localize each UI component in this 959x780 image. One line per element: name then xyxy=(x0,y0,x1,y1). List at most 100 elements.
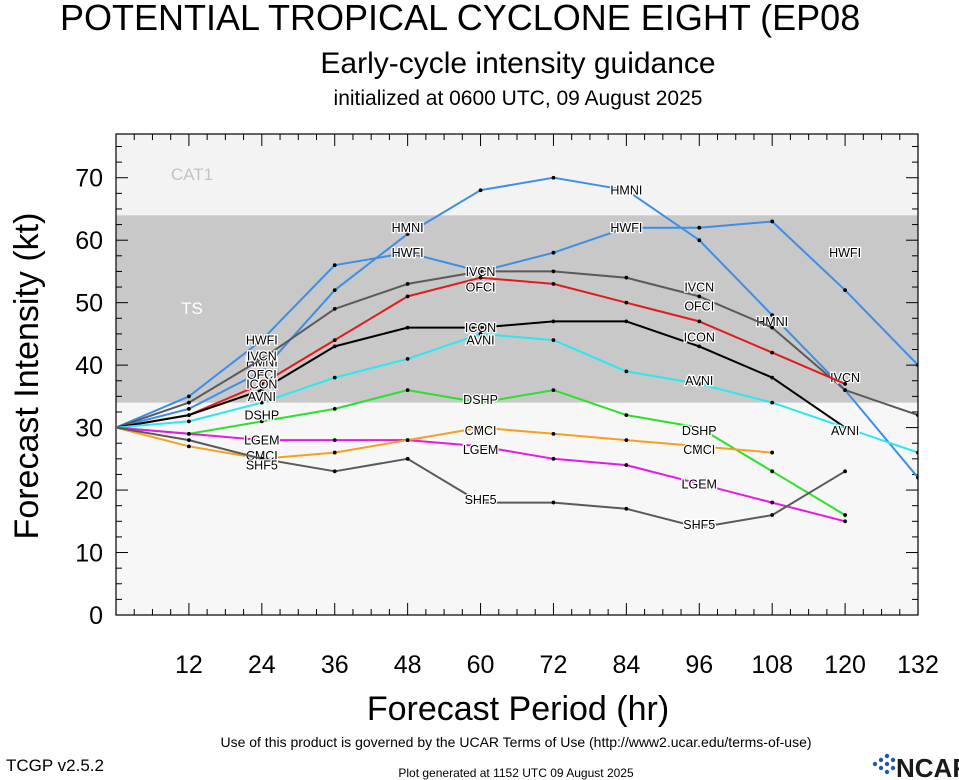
data-point-shf5 xyxy=(187,438,191,442)
series-label-avni: AVNI xyxy=(685,374,713,388)
data-point-hmni xyxy=(697,238,702,243)
series-label-ofci: OFCI xyxy=(684,299,714,313)
series-label-icon: ICON xyxy=(684,331,715,345)
data-point-hwfi xyxy=(770,219,775,224)
data-point-icon xyxy=(697,344,702,349)
data-point-shf5 xyxy=(624,506,629,511)
data-point-icon xyxy=(259,388,264,393)
data-point-ivcn xyxy=(624,275,629,280)
data-point-avni xyxy=(478,331,483,336)
y-tick-label: 60 xyxy=(75,227,103,255)
data-point-ivcn xyxy=(478,269,483,274)
data-point-shf5 xyxy=(843,469,847,474)
series-label-lgem: LGEM xyxy=(244,434,279,448)
x-tick-label: 36 xyxy=(321,651,349,679)
x-tick-label: 24 xyxy=(248,651,276,679)
series-icon: ICON ICON ICON xyxy=(116,319,847,430)
data-point-ofci xyxy=(843,381,847,386)
data-point-shf5 xyxy=(405,456,410,461)
data-point-shf5 xyxy=(551,500,556,505)
series-label-dshp: DSHP xyxy=(463,393,498,407)
series-shf5: SHF5 SHF5 SHF5 xyxy=(116,426,847,533)
ncar-logo: NCAR xyxy=(872,753,959,780)
series-label-icon: ICON xyxy=(246,377,277,391)
data-point-icon xyxy=(478,325,483,330)
data-point-hwfi xyxy=(843,288,847,293)
data-point-hwfi xyxy=(259,338,264,343)
series-label-cmci: CMCI xyxy=(465,424,497,438)
data-point-lgem xyxy=(187,431,191,436)
data-point-lgem xyxy=(551,456,556,461)
data-point-hmni xyxy=(624,188,629,193)
series-label-shf5: SHF5 xyxy=(683,518,715,532)
data-point-icon xyxy=(770,375,775,380)
data-point-hwfi xyxy=(916,363,918,368)
data-point-cmci xyxy=(624,438,629,442)
series-hwfi: HWFI HWFI HWFI HWFI xyxy=(116,219,918,429)
data-point-ofci xyxy=(624,300,629,305)
x-tick-label: 48 xyxy=(394,651,422,679)
data-point-icon xyxy=(332,344,337,349)
data-point-cmci xyxy=(478,425,483,430)
series-line-hmni xyxy=(116,176,918,479)
data-point-avni xyxy=(259,400,264,405)
series-label-icon: ICON xyxy=(465,321,496,335)
band-ts xyxy=(116,215,918,403)
series-ofci: OFCI OFCI OFCI xyxy=(116,275,847,429)
series-label-dshp: DSHP xyxy=(244,409,279,423)
data-point-dshp xyxy=(770,469,775,474)
series-label-shf5: SHF5 xyxy=(465,493,497,507)
series-label-hwfi: HWFI xyxy=(829,246,861,260)
series-label-ivcn: IVCN xyxy=(684,281,714,295)
data-point-dshp xyxy=(624,413,629,418)
series-label-hwfi: HWFI xyxy=(610,221,642,235)
series-label-avni: AVNI xyxy=(831,424,859,438)
data-point-dshp xyxy=(332,406,337,411)
ncar-logo-mark xyxy=(872,753,896,775)
data-point-hwfi xyxy=(624,225,629,230)
data-point-ofci xyxy=(770,350,775,355)
data-point-cmci xyxy=(551,431,556,436)
ncar-logo-text: NCAR xyxy=(896,753,959,780)
band-label-cat1: CAT1 xyxy=(171,165,213,184)
data-point-avni xyxy=(770,400,775,405)
data-point-icon xyxy=(187,413,191,418)
data-point-shf5 xyxy=(332,469,337,474)
data-point-hmni xyxy=(187,406,191,411)
generated-time: Plot generated at 1152 UTC 09 August 202… xyxy=(398,766,634,780)
series-label-lgem: LGEM xyxy=(463,443,498,457)
series-label-hwfi: HWFI xyxy=(246,334,278,348)
data-point-ivcn xyxy=(259,356,264,361)
data-point-cmci xyxy=(697,444,702,449)
series-label-ivcn: IVCN xyxy=(466,265,496,279)
data-point-hmni xyxy=(916,475,918,480)
data-point-avni xyxy=(332,375,337,380)
series-label-avni: AVNI xyxy=(248,390,276,404)
data-point-ivcn xyxy=(843,388,847,393)
chart-subtitle: Early-cycle intensity guidance xyxy=(320,47,715,80)
series-label-ivcn: IVCN xyxy=(247,349,277,363)
version-label: TCGP v2.5.2 xyxy=(6,756,104,775)
data-point-hwfi xyxy=(405,250,410,255)
data-point-shf5 xyxy=(478,500,483,505)
data-point-cmci xyxy=(770,450,775,455)
init-time: initialized at 0600 UTC, 09 August 2025 xyxy=(334,87,703,110)
x-tick-label: 12 xyxy=(175,651,203,679)
data-point-ofci xyxy=(332,338,337,343)
data-point-dshp xyxy=(259,419,264,424)
band-cat1 xyxy=(116,134,918,216)
y-tick-label: 30 xyxy=(75,415,103,443)
data-point-lgem xyxy=(259,438,264,442)
data-point-cmci xyxy=(332,450,337,455)
data-point-ofci xyxy=(551,282,556,286)
data-point-avni xyxy=(624,369,629,374)
data-point-ofci xyxy=(697,319,702,324)
y-tick-label: 70 xyxy=(75,165,103,193)
data-point-hmni xyxy=(478,188,483,193)
series-label-ofci: OFCI xyxy=(247,368,277,382)
data-point-avni xyxy=(697,381,702,386)
data-point-hmni xyxy=(259,369,264,374)
